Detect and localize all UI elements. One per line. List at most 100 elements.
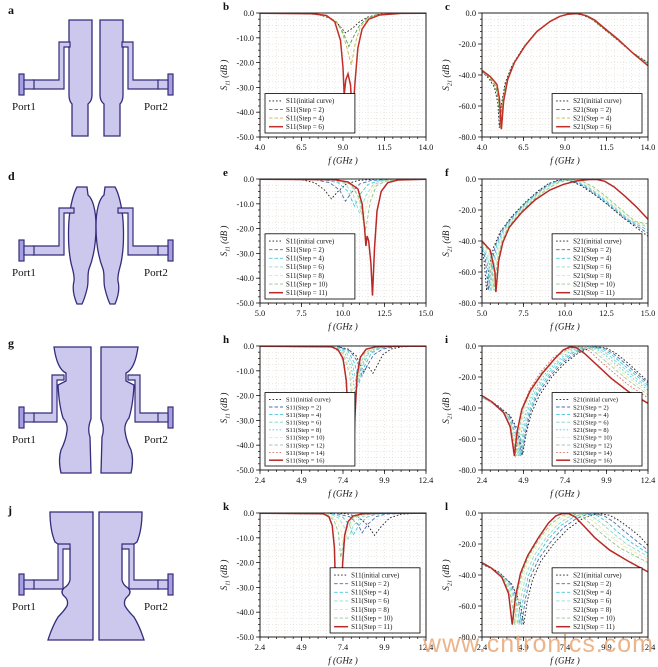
svg-text:-20.0: -20.0 (237, 392, 254, 401)
svg-text:-40.0: -40.0 (459, 571, 476, 580)
svg-text:12.4: 12.4 (419, 476, 434, 485)
y-axis-label: S21 (dB ) (441, 559, 454, 590)
schematic-j: j Port1 Port2 (0, 500, 214, 667)
legend-label: S21(Step = 12) (573, 442, 612, 449)
svg-text:12.5: 12.5 (599, 309, 614, 318)
plot-border (259, 178, 427, 304)
svg-text:12.4: 12.4 (641, 643, 656, 652)
series-lines (481, 346, 649, 457)
legend-label: S11(Step = 16) (286, 458, 325, 465)
legend-label: S21(Step = 10) (573, 435, 612, 442)
series-lines (259, 345, 427, 456)
legend-label: S21(initial curve) (573, 238, 621, 245)
svg-text:4.0: 4.0 (255, 143, 265, 152)
series-S11(Step = 4) (259, 345, 427, 384)
legend-label: S11(Step = 8) (286, 427, 321, 434)
svg-text:-30.0: -30.0 (237, 583, 254, 592)
svg-text:0.0: 0.0 (244, 175, 254, 184)
legend-label: S21(Step = 8) (573, 273, 611, 280)
panel-letter: g (8, 336, 14, 350)
panel-letter: i (445, 334, 448, 346)
svg-text:6.5: 6.5 (296, 143, 306, 152)
chart-s11-row3: 2.4 4.9 7.4 9.9 12.4 0.0 -10.0 -20.0 -30.0 -40.0 -… (214, 333, 436, 500)
svg-text:-50.0: -50.0 (237, 299, 254, 308)
svg-text:-60.0: -60.0 (459, 268, 476, 277)
svg-text:12.4: 12.4 (419, 643, 434, 652)
y-axis-label: S11 (dB ) (219, 226, 232, 257)
series-S21(Step = 8) (481, 513, 649, 625)
x-axis-label: f (GHz ) (550, 322, 580, 332)
svg-text:2.4: 2.4 (477, 476, 488, 485)
y-axis-label: S21 (dB ) (441, 225, 454, 256)
legend-label: S21(initial curve) (573, 572, 621, 579)
y-axis-label: S11 (dB ) (219, 393, 232, 424)
svg-text:-50.0: -50.0 (237, 133, 254, 142)
x-axis-label: f (GHz ) (328, 322, 358, 332)
chart-h: 2.4 4.9 7.4 9.9 12.4 0.0 -10.0 -20.0 -30.0 -40.0 -… (219, 334, 434, 499)
svg-text:-20.0: -20.0 (237, 559, 254, 568)
legend-label: S11(Step = 4) (286, 412, 321, 419)
legend-label: S21(Step = 4) (573, 412, 609, 419)
svg-text:12.4: 12.4 (641, 476, 656, 485)
schematic-d-svg: d Port1 Port2 (8, 169, 174, 305)
legend-label: S21(Step = 11) (573, 290, 615, 297)
svg-text:12.5: 12.5 (377, 309, 392, 318)
chart-s21-row1: 4.0 6.5 9.0 11.5 14.0 0.0 -20.0 -40.0 -60.0 -80.0… (436, 0, 658, 166)
x-axis-label: f (GHz ) (550, 156, 580, 166)
svg-text:-20.0: -20.0 (237, 225, 254, 234)
chart-l: 2.4 4.9 7.4 9.9 12.4 0.0 -20.0 -40.0 -60.0 -80.0 S… (441, 501, 656, 666)
legend-label: S11(Step = 12) (286, 442, 325, 449)
legend-label: S21(Step = 6) (573, 420, 609, 427)
schematic-g: g Port1 Port2 (0, 333, 214, 500)
series-S11(Step = 8) (259, 512, 426, 547)
y-axis-label: S11 (dB ) (219, 560, 232, 591)
tick-labels: 5.0 7.5 10.0 12.5 15.0 0.0 -20.0 -40.0 -60.0 -80.… (459, 175, 656, 318)
legend-label: S11(Step = 11) (286, 290, 327, 297)
panel-letter: b (223, 1, 229, 13)
port2-label: Port2 (144, 601, 168, 613)
series-S11(Step = 2) (259, 345, 427, 377)
legend-label: S21(Step = 8) (573, 607, 611, 614)
svg-text:-10.0: -10.0 (237, 34, 254, 43)
svg-text:0.0: 0.0 (466, 342, 476, 351)
legend-label: S11(Step = 4) (351, 590, 389, 597)
panel-letter: k (223, 501, 230, 513)
svg-text:-30.0: -30.0 (237, 83, 254, 92)
svg-text:-80.0: -80.0 (459, 133, 476, 142)
series-S11(Step = 2) (259, 512, 427, 534)
series-S21(Step = 4) (481, 179, 649, 291)
panel-letter: l (445, 501, 448, 513)
legend-label: S11(initial curve) (286, 98, 334, 105)
legend-label: S21(Step = 2) (573, 581, 611, 588)
svg-text:5.0: 5.0 (255, 309, 265, 318)
y-axis-label: S11 (dB ) (219, 60, 232, 91)
legend-label: S11(Step = 8) (351, 607, 389, 614)
chart-b: 4.0 6.5 9.0 11.5 14.0 0.0 -10.0 -20.0 -30.0 -40.0… (219, 1, 434, 166)
series-lines (481, 512, 649, 625)
legend-label: S21(Step = 2) (573, 404, 609, 411)
port1-label: Port1 (12, 101, 36, 113)
svg-text:9.9: 9.9 (601, 476, 611, 485)
svg-text:15.0: 15.0 (419, 309, 434, 318)
legend-label: S21(Step = 4) (573, 256, 611, 263)
legend-label: S21(initial curve) (573, 397, 618, 404)
y-axis-label: S21 (dB ) (441, 59, 454, 90)
legend-label: S21(Step = 6) (573, 264, 611, 271)
chart-c: 4.0 6.5 9.0 11.5 14.0 0.0 -20.0 -40.0 -60.0 -80.0… (441, 1, 655, 166)
plot-border (259, 512, 427, 638)
legend-label: S11(initial curve) (351, 572, 399, 579)
tick-labels: 4.0 6.5 9.0 11.5 14.0 0.0 -10.0 -20.0 -30.0 -40.0… (237, 9, 434, 152)
x-axis-label: f (GHz ) (328, 156, 358, 166)
panel-letter: a (8, 3, 14, 17)
chart-s11-row2: 5.0 7.5 10.0 12.5 15.0 0.0 -10.0 -20.0 -30.0 -40.… (214, 166, 436, 333)
port2-label: Port2 (144, 434, 168, 446)
series-S21(Step = 6) (481, 513, 649, 625)
svg-text:4.9: 4.9 (296, 476, 306, 485)
svg-text:0.0: 0.0 (466, 9, 476, 18)
legend-label: S11(initial curve) (286, 397, 331, 404)
legend-label: S11(Step = 4) (286, 256, 324, 263)
series-S21(Step = 6) (481, 12, 649, 130)
panel-letter: h (223, 334, 229, 346)
chart-i: 2.4 4.9 7.4 9.9 12.4 0.0 -20.0 -40.0 -60.0 -80.0 S… (441, 334, 656, 499)
legend-label: S11(Step = 14) (286, 450, 325, 457)
